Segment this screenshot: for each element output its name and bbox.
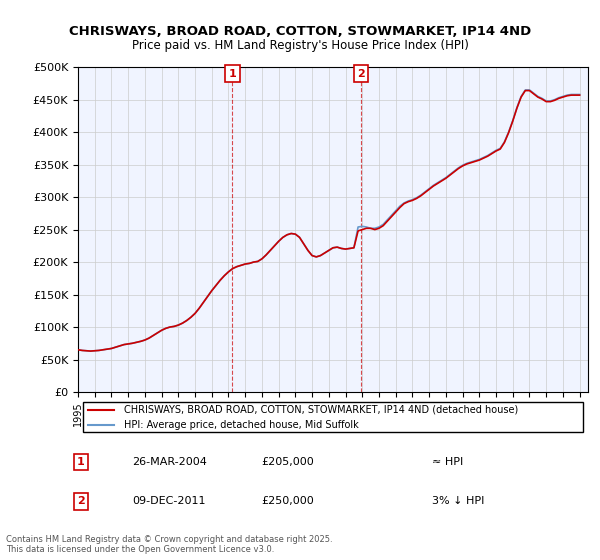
Text: 1: 1 [77, 457, 85, 467]
Text: Price paid vs. HM Land Registry's House Price Index (HPI): Price paid vs. HM Land Registry's House … [131, 39, 469, 52]
Text: 09-DEC-2011: 09-DEC-2011 [132, 496, 205, 506]
Text: HPI: Average price, detached house, Mid Suffolk: HPI: Average price, detached house, Mid … [124, 419, 359, 430]
FancyBboxPatch shape [83, 402, 583, 432]
Text: 3% ↓ HPI: 3% ↓ HPI [432, 496, 484, 506]
Text: CHRISWAYS, BROAD ROAD, COTTON, STOWMARKET, IP14 4ND: CHRISWAYS, BROAD ROAD, COTTON, STOWMARKE… [69, 25, 531, 38]
Text: 1: 1 [229, 69, 236, 79]
Text: ≈ HPI: ≈ HPI [432, 457, 463, 467]
Text: Contains HM Land Registry data © Crown copyright and database right 2025.
This d: Contains HM Land Registry data © Crown c… [6, 535, 332, 554]
Text: 26-MAR-2004: 26-MAR-2004 [132, 457, 207, 467]
Text: CHRISWAYS, BROAD ROAD, COTTON, STOWMARKET, IP14 4ND (detached house): CHRISWAYS, BROAD ROAD, COTTON, STOWMARKE… [124, 405, 518, 415]
Text: £250,000: £250,000 [262, 496, 314, 506]
Text: £205,000: £205,000 [262, 457, 314, 467]
Text: 2: 2 [77, 496, 85, 506]
Text: 2: 2 [358, 69, 365, 79]
